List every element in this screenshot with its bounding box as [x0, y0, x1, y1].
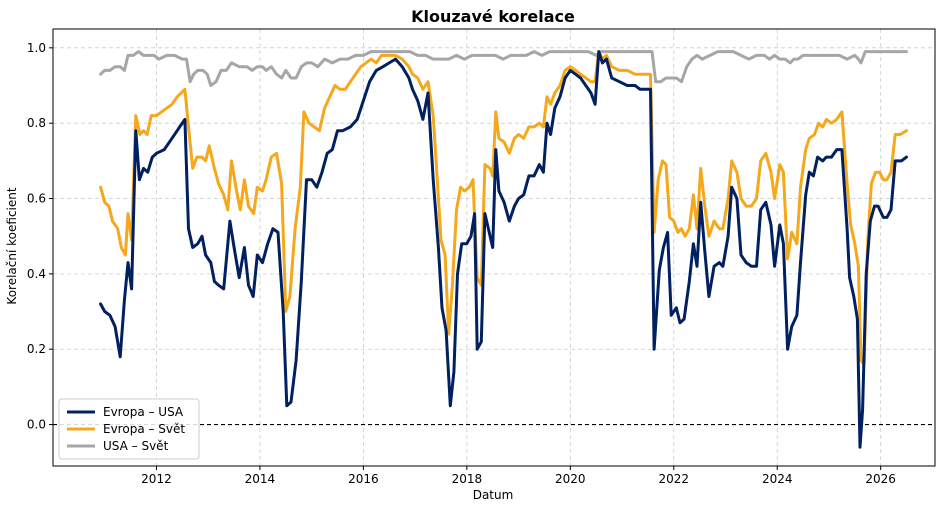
x-tick-label: 2014	[245, 472, 276, 486]
legend-label: Evropa – Svět	[103, 422, 185, 436]
y-tick-label: 0.2	[27, 342, 46, 356]
y-axis-label: Korelační koeficient	[5, 187, 19, 304]
legend-label: Evropa – USA	[103, 405, 184, 419]
plot-frame	[52, 28, 936, 467]
y-tick-label: 0.0	[27, 418, 46, 432]
x-tick-label: 2018	[452, 472, 483, 486]
y-tick-label: 0.4	[27, 267, 46, 281]
series-group	[99, 50, 908, 449]
series-line-3	[99, 50, 908, 87]
x-tick-label: 2012	[141, 472, 172, 486]
x-tick-label: 2022	[658, 472, 689, 486]
series-line-2	[99, 50, 908, 366]
legend-label: USA – Svět	[103, 439, 169, 453]
x-axis-label: Datum	[473, 488, 514, 502]
y-axis: 0.0 0.2 0.4 0.6 0.8 1.0	[27, 41, 53, 432]
x-tick-label: 2026	[865, 472, 896, 486]
y-tick-label: 0.6	[27, 192, 46, 206]
x-tick-label: 2020	[555, 472, 586, 486]
legend: Evropa – USA Evropa – Svět USA – Svět	[58, 398, 200, 460]
legend-box	[58, 398, 200, 460]
x-tick-label: 2024	[762, 472, 793, 486]
chart-title: Klouzavé korelace	[411, 7, 575, 26]
y-tick-label: 1.0	[27, 41, 46, 55]
x-tick-label: 2016	[348, 472, 379, 486]
y-tick-label: 0.8	[27, 116, 46, 130]
x-axis: 2012 2014 2016 2018 2020 2022 2024 2026	[141, 466, 896, 486]
series-line-1	[99, 50, 908, 449]
